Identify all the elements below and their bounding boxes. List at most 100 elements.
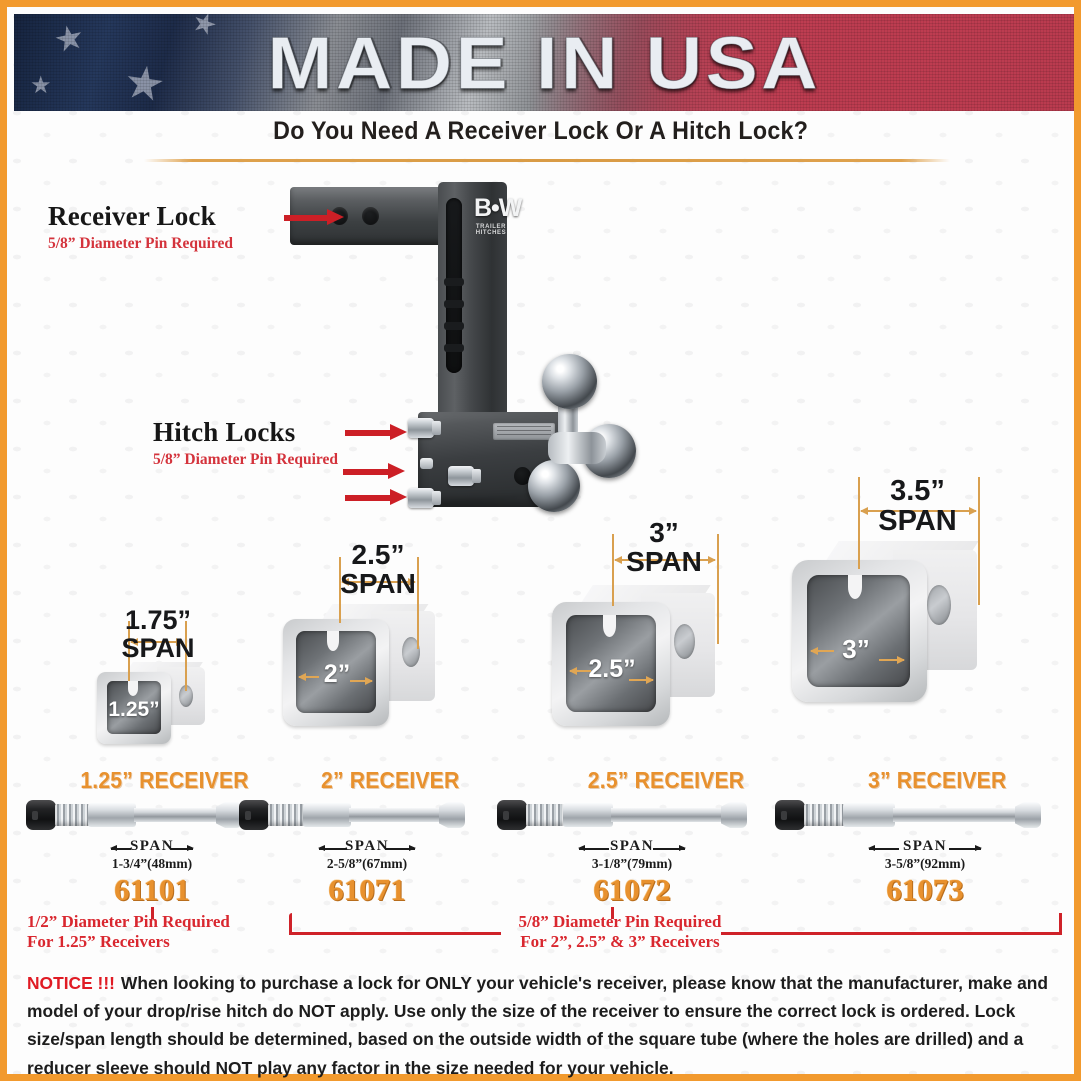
span-value: 2.5” [351, 539, 405, 570]
span-measure-2-5: SPAN 3-1/8”(79mm) [545, 838, 719, 872]
hitch-product-illustration: B•W TRAILER HITCHES [290, 182, 636, 517]
receiver-title-text: 3” RECEIVER [867, 767, 1007, 793]
pin-requirement-bracket [289, 907, 1065, 935]
span-measure-arrow-left [318, 845, 347, 851]
span-header: SPAN [344, 838, 390, 854]
span-value: 1.75” [124, 605, 192, 635]
pin-knurl [55, 804, 89, 826]
hitch-lock-pin-bottom [408, 488, 441, 508]
span-guide-left [612, 534, 614, 606]
pin-req-line1: 1/2” Diameter Pin Required [27, 912, 230, 931]
span-arrow [860, 507, 977, 515]
pin-knurl [804, 804, 844, 826]
hitch-lock-arrow-icon-bottom [345, 489, 407, 505]
tube-inner-size-2: 2” [323, 660, 351, 688]
pin-shaft [349, 808, 441, 822]
inner-dim-arrow-left [569, 667, 591, 675]
span-header: SPAN [902, 838, 948, 854]
span-measure-value: 3-1/8”(79mm) [591, 856, 673, 871]
hitch-lock-arrow-icon-top [345, 424, 407, 440]
bw-brand-logo: B•W [474, 194, 522, 222]
pin-tip [1015, 802, 1041, 828]
pin-req-line2: For 1.25” Receivers [27, 932, 170, 952]
tube-notch [603, 615, 616, 637]
subtitle-divider [144, 159, 950, 162]
tube-inner-size-3: 3” [842, 634, 870, 664]
span-arrow [614, 556, 716, 564]
span-measure-arrow-left [578, 845, 609, 851]
tube-notch [128, 681, 138, 696]
span-guide-right [717, 534, 719, 644]
span-measure-arrow-left [868, 845, 899, 851]
tube-pin-hole [179, 685, 193, 707]
span-measure-arrow-right [171, 845, 194, 851]
pin-requirement-5-8: 5/8” Diameter Pin Required For 2”, 2.5” … [470, 912, 770, 952]
span-guide-right [185, 621, 187, 691]
part-number-61072: 61072 [593, 872, 671, 907]
tube-pin-hole [674, 624, 695, 659]
hitch-locks-subtitle: 5/8” Diameter Pin Required [153, 451, 338, 468]
flag-texture [14, 14, 1074, 111]
span-measure-1-25: SPAN 1-3/4”(48mm) [72, 838, 232, 872]
pin-collar [88, 803, 136, 827]
banner-title: MADE IN USA [267, 21, 821, 105]
head-unit-hole [514, 467, 531, 485]
pin-cap [497, 800, 527, 830]
span-label-1-75: 1.75” SPAN [103, 605, 213, 663]
span-label-2-5: 2.5” SPAN [313, 539, 443, 599]
hitch-locks-title: Hitch Locks [153, 417, 296, 447]
hitch-post: B•W TRAILER HITCHES [438, 182, 522, 432]
span-arrow [341, 578, 416, 586]
span-word: SPAN [340, 567, 416, 599]
span-value: 3.5” [890, 475, 945, 507]
pin-requirement-1-25: 1/2” Diameter Pin Required For 1.25” Rec… [27, 912, 297, 952]
receiver-lock-subtitle: 5/8” Diameter Pin Required [48, 235, 233, 252]
span-measure-value: 1-3/4”(48mm) [111, 856, 193, 871]
pin-req-line2: For 2”, 2.5” & 3” Receivers [520, 932, 720, 952]
span-value: 3” [649, 517, 679, 548]
span-guide-right [978, 477, 980, 605]
notice-body: When looking to purchase a lock for ONLY… [27, 973, 1049, 1078]
part-number-61071: 61071 [328, 872, 406, 907]
part-number-61101: 61101 [114, 872, 190, 907]
span-measure-3: SPAN 3-5/8”(92mm) [837, 838, 1013, 872]
span-measure-value: 2-5/8”(67mm) [326, 856, 408, 871]
pin-knurl [268, 804, 304, 826]
pin-shaft [611, 808, 723, 822]
post-notch [444, 344, 464, 352]
span-measure-arrow-right [385, 845, 416, 851]
lock-pin-61071 [239, 791, 471, 837]
pin-collar [563, 803, 613, 827]
receiver-title-text: 1.25” RECEIVER [80, 767, 250, 793]
pin-collar [303, 803, 351, 827]
inner-dim-arrow-right [350, 677, 373, 685]
hitch-lock-pin-middle-small [420, 458, 433, 469]
span-measure-arrow-right [653, 845, 686, 851]
hitch-lock-pin-top [408, 418, 441, 438]
receiver-title-1-25: 1.25” RECEIVER [37, 767, 293, 794]
pin-tip [216, 802, 242, 828]
span-guide-left [128, 621, 130, 683]
receiver-title-2-5: 2.5” RECEIVER [537, 767, 795, 794]
span-guide-left [339, 557, 341, 623]
post-notch [444, 278, 464, 286]
notice-flag: NOTICE !!! [27, 973, 115, 993]
page-subtitle: Do You Need A Receiver Lock Or A Hitch L… [7, 117, 1074, 146]
span-measure-2: SPAN 2-5/8”(67mm) [285, 838, 449, 872]
receiver-lock-callout: Receiver Lock 5/8” Diameter Pin Required [48, 203, 233, 253]
receiver-title-2: 2” RECEIVER [265, 767, 515, 794]
tube-inner-size-2-5: 2.5” [588, 655, 636, 683]
hitch-ball-top [542, 354, 597, 409]
span-header: SPAN [129, 838, 175, 854]
notice-block: NOTICE !!! When looking to purchase a loc… [27, 969, 1067, 1082]
span-label-3: 3” SPAN [599, 517, 729, 576]
span-arrow [130, 638, 184, 646]
page-subtitle-text: Do You Need A Receiver Lock Or A Hitch L… [272, 117, 809, 145]
receiver-lock-hole [362, 207, 379, 225]
inner-dim-arrow-left [298, 673, 319, 681]
tube-pin-hole [927, 585, 951, 625]
span-label-3-5: 3.5” SPAN [845, 475, 990, 536]
tube-pin-hole [402, 637, 420, 667]
span-word: SPAN [121, 632, 195, 663]
lock-pin-61073 [775, 791, 1045, 837]
